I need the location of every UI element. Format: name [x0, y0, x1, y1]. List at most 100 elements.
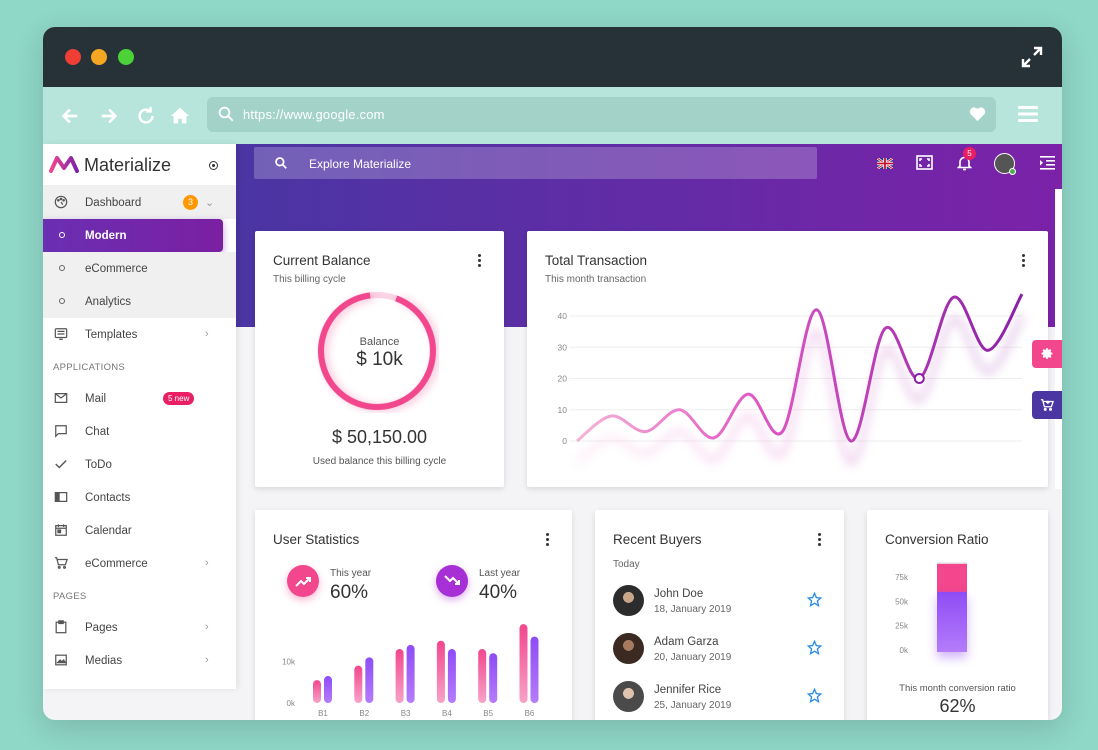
- check-icon: [55, 460, 67, 469]
- heart-icon[interactable]: [969, 106, 986, 122]
- ring-value: $ 10k: [356, 349, 403, 370]
- user-statistics-bar-chart: 10k 0k B1 B2 B3 B4 B5 B6: [282, 624, 539, 718]
- indent-menu-icon[interactable]: [1040, 156, 1055, 170]
- list-item[interactable]: John Doe 18, January 2019: [613, 585, 823, 625]
- current-balance-card: Current Balance This billing cycle Balan…: [255, 231, 504, 487]
- hamburger-menu-icon[interactable]: [1018, 105, 1038, 123]
- this-year-value: 60%: [330, 582, 369, 603]
- brand[interactable]: Materialize: [43, 144, 236, 186]
- card-title: Current Balance: [273, 253, 371, 268]
- more-vert-icon[interactable]: [478, 254, 482, 269]
- circle-icon: [59, 232, 65, 238]
- conversion-caption: This month conversion ratio: [899, 683, 1016, 694]
- sidebar-item-ecommerce-dashboard[interactable]: eCommerce: [43, 252, 236, 285]
- chevron-right-icon: ›: [205, 328, 209, 340]
- back-icon[interactable]: [59, 105, 81, 127]
- star-icon[interactable]: [807, 640, 822, 655]
- sidebar-item-calendar[interactable]: Calendar: [43, 514, 236, 547]
- sidebar-item-chat[interactable]: Chat: [43, 415, 236, 448]
- maximize-window-button[interactable]: [118, 49, 134, 65]
- more-vert-icon[interactable]: [546, 533, 550, 548]
- sidebar-item-label: Mail: [85, 393, 107, 405]
- sidebar-item-contacts[interactable]: Contacts: [43, 481, 236, 514]
- chevron-right-icon: ›: [205, 654, 209, 666]
- list-item[interactable]: Jennifer Rice 25, January 2019: [613, 681, 823, 720]
- sidebar-item-label: ToDo: [85, 459, 112, 471]
- x-tick-label: B2: [359, 709, 369, 718]
- sidebar-item-mail[interactable]: Mail 5 new: [43, 382, 236, 415]
- circle-icon: [59, 265, 65, 271]
- address-bar[interactable]: https://www.google.com: [207, 97, 996, 132]
- trending-up-icon: [287, 565, 319, 597]
- series-line: [576, 293, 1024, 443]
- last-year-value: 40%: [479, 582, 518, 603]
- last-year-label: Last year: [479, 568, 521, 579]
- bar-series-2: [406, 644, 415, 703]
- search-bar[interactable]: Explore Materialize: [254, 147, 817, 179]
- sidebar-collapse-toggle[interactable]: [209, 161, 218, 170]
- sidebar-item-modern[interactable]: Modern: [43, 219, 223, 252]
- bar-series-1: [395, 649, 404, 703]
- section-pages: PAGES: [53, 591, 87, 602]
- expand-icon[interactable]: [1020, 45, 1044, 69]
- highlight-point: [913, 373, 925, 384]
- y-tick-label: 0: [562, 436, 567, 446]
- uk-flag-icon[interactable]: [877, 158, 893, 169]
- user-avatar[interactable]: [994, 153, 1016, 175]
- buyer-name: Adam Garza: [654, 636, 719, 648]
- sidebar-item-dashboard[interactable]: Dashboard 3 ⌄: [43, 186, 236, 219]
- card-title: Total Transaction: [545, 253, 648, 268]
- sidebar-item-todo[interactable]: ToDo: [43, 448, 236, 481]
- forward-icon[interactable]: [98, 105, 120, 127]
- cart-icon: [54, 557, 68, 569]
- sidebar-item-label: eCommerce: [85, 263, 148, 275]
- home-icon[interactable]: [169, 105, 191, 127]
- sidebar-item-medias[interactable]: Medias ›: [43, 644, 236, 677]
- scrollbar[interactable]: [1055, 189, 1062, 489]
- buyer-date: 25, January 2019: [654, 700, 732, 711]
- more-vert-icon[interactable]: [818, 533, 822, 548]
- cart-fab[interactable]: [1032, 391, 1062, 419]
- fullscreen-icon[interactable]: [916, 155, 933, 170]
- list-item[interactable]: Adam Garza 20, January 2019: [613, 633, 823, 673]
- materialize-logo-icon: [49, 156, 79, 173]
- bar-series-1: [478, 649, 487, 703]
- card-subtitle: This billing cycle: [273, 274, 346, 285]
- series-line-shadow: [575, 315, 1024, 466]
- clipboard-icon: [55, 620, 67, 634]
- bar-series-2: [324, 676, 332, 703]
- recent-buyers-card: Recent Buyers Today John Doe 18, January…: [595, 510, 844, 720]
- sidebar-item-analytics[interactable]: Analytics: [43, 285, 236, 318]
- settings-fab[interactable]: [1032, 340, 1062, 368]
- minimize-window-button[interactable]: [91, 49, 107, 65]
- sidebar-item-pages[interactable]: Pages ›: [43, 611, 236, 644]
- conversion-bar-pink: [937, 563, 967, 596]
- mail-new-badge: 5 new: [163, 392, 195, 405]
- y-tick-label: 10: [558, 405, 568, 415]
- y-tick-label: 40: [558, 311, 568, 321]
- y-tick-label: 20: [558, 374, 568, 384]
- chat-icon: [55, 425, 67, 438]
- x-tick-label: B1: [318, 709, 328, 718]
- avatar: [613, 681, 644, 712]
- star-icon[interactable]: [807, 592, 822, 607]
- star-icon[interactable]: [807, 688, 822, 703]
- reload-icon[interactable]: [135, 105, 157, 127]
- search-icon: [218, 106, 234, 122]
- x-tick-label: B3: [401, 709, 411, 718]
- bar-series-2: [365, 657, 374, 703]
- avatar: [613, 633, 644, 664]
- search-placeholder: Explore Materialize: [309, 157, 412, 171]
- more-vert-icon[interactable]: [1022, 254, 1026, 269]
- sidebar-item-ecommerce[interactable]: eCommerce ›: [43, 547, 236, 580]
- sidebar-item-templates[interactable]: Templates ›: [43, 318, 236, 351]
- sidebar-item-label: eCommerce: [85, 558, 148, 570]
- close-window-button[interactable]: [65, 49, 81, 65]
- bar-series-1: [436, 640, 445, 703]
- y-tick-label: 25k: [895, 622, 909, 631]
- sidebar-item-label: Medias: [85, 655, 123, 667]
- url-text[interactable]: https://www.google.com: [243, 107, 385, 122]
- balance-amount: $ 50,150.00: [331, 427, 428, 447]
- card-title: Conversion Ratio: [885, 532, 989, 547]
- card-subtitle: This month transaction: [545, 274, 647, 285]
